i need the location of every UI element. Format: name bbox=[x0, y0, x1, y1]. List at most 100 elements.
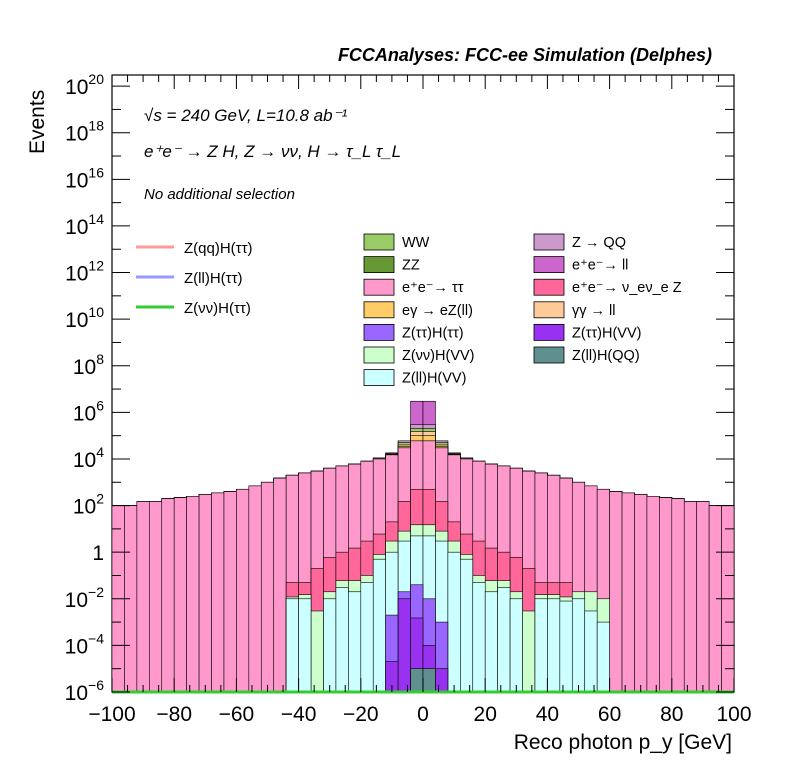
bar-z-ll-h-vv-18 bbox=[335, 587, 349, 693]
bar-e-e-9 bbox=[223, 491, 237, 693]
x-tick-label: 80 bbox=[660, 703, 683, 726]
process-annotation: e⁺e⁻ → Z H, Z → νν, H → τ_L τ_L bbox=[144, 142, 401, 161]
y-tick-label: 10−4 bbox=[65, 630, 105, 658]
legend-label-zz: ZZ bbox=[402, 258, 420, 274]
x-axis-label: Reco photon p_y [GeV] bbox=[514, 731, 732, 754]
bar-z-ll-h-vv-14 bbox=[285, 598, 299, 693]
bar-z-ll-h-vv-29 bbox=[472, 582, 486, 693]
legend-label-z-qq-h: Z(qq)H(ττ) bbox=[184, 240, 253, 257]
y-tick-label: 1 bbox=[92, 542, 104, 565]
bar-e-e-43 bbox=[646, 496, 660, 693]
annotations: √s = 240 GeV, L=10.8 ab⁻¹ e⁺e⁻ → Z H, Z … bbox=[144, 106, 401, 203]
bar-z-ll-h-vv-39 bbox=[596, 621, 610, 693]
bar-z-ll-h-vv-30 bbox=[484, 591, 498, 693]
legend-swatch-z-h bbox=[363, 323, 395, 341]
bar-z-ll-h-qq-25 bbox=[422, 668, 436, 693]
bar-e-e-46 bbox=[683, 501, 697, 693]
legend-swatch-z-ll-h-vv bbox=[363, 369, 395, 387]
bar-z-ll-h-vv-21 bbox=[372, 558, 386, 693]
legend-label-e-ez-ll: eγ → eZ(ll) bbox=[402, 303, 473, 319]
x-tick-label: 60 bbox=[598, 703, 621, 726]
bar-e-e-10 bbox=[236, 488, 250, 693]
y-tick-label: 1016 bbox=[65, 164, 104, 192]
legend-swatch-ll bbox=[533, 301, 565, 319]
bar-z-ll-h-vv-17 bbox=[323, 598, 337, 693]
bar-e-e-40 bbox=[609, 491, 623, 693]
legend-label-z-qq: Z → QQ bbox=[572, 235, 626, 251]
y-tick-label: 10−2 bbox=[65, 584, 105, 612]
y-tick-label: 10−6 bbox=[65, 677, 105, 705]
y-tick-label: 1020 bbox=[65, 71, 104, 99]
legend-label-z-h-vv: Z(ττ)H(VV) bbox=[572, 325, 641, 341]
bar-e-e-7 bbox=[198, 494, 212, 693]
bar-z-h-vv-33 bbox=[522, 610, 536, 693]
legend-swatch-e-ez-ll bbox=[363, 301, 395, 319]
chart-header-title: FCCAnalyses: FCC-ee Simulation (Delphes) bbox=[338, 45, 712, 65]
legend-swatch-e-e-ll bbox=[533, 256, 565, 274]
y-tick-label: 106 bbox=[73, 397, 104, 425]
bar-e-e-12 bbox=[260, 481, 275, 693]
selection-annotation: No additional selection bbox=[144, 186, 295, 203]
bar-z-ll-h-vv-19 bbox=[348, 591, 362, 693]
legend-swatch-z-qq bbox=[533, 233, 565, 251]
legend-label-e-e-e-e-z: e⁺e⁻→ ν_eν_e Z bbox=[572, 280, 682, 296]
bar-z-ll-h-vv-35 bbox=[547, 598, 561, 693]
x-tick-label: −20 bbox=[343, 703, 379, 726]
legend-label-e-e: e⁺e⁻→ ττ bbox=[402, 280, 464, 296]
legend-label-z-ll-h-vv: Z(ll)H(VV) bbox=[402, 371, 466, 387]
legend-swatch-ww bbox=[363, 233, 395, 251]
legend: Z(qq)H(ττ) Z(ll)H(ττ) Z(νν)H(ττ) WW ZZ e⁺e⁻→ … bbox=[136, 233, 682, 387]
bar-z-ll-h-vv-32 bbox=[509, 598, 523, 693]
y-tick-label: 108 bbox=[73, 351, 104, 379]
y-axis-label: Events bbox=[26, 90, 49, 154]
x-tick-label: −60 bbox=[219, 703, 255, 726]
legend-label-ww: WW bbox=[402, 235, 430, 251]
bar-e-e-47 bbox=[696, 501, 710, 693]
legend-swatch-e-e bbox=[363, 278, 395, 296]
bar-e-e-13 bbox=[273, 477, 287, 693]
x-tick-label: 20 bbox=[474, 703, 497, 726]
bar-z-ll-h-vv-20 bbox=[360, 582, 374, 693]
x-tick-label: 0 bbox=[417, 703, 429, 726]
bar-z-ll-h-vv-27 bbox=[447, 551, 461, 693]
bar-e-e-44 bbox=[659, 497, 673, 693]
bar-z-ll-h-vv-34 bbox=[534, 598, 548, 693]
x-tick-label: 40 bbox=[536, 703, 559, 726]
y-tick-label: 102 bbox=[73, 491, 104, 519]
legend-label-ll: γγ → ll bbox=[572, 303, 616, 319]
legend-label-e-e-ll: e⁺e⁻→ ll bbox=[572, 258, 628, 274]
bar-e-e-2 bbox=[136, 501, 150, 693]
bar-e-e-4 bbox=[161, 498, 175, 693]
x-tick-label: −80 bbox=[156, 703, 192, 726]
legend-label-z-h: Z(νν)H(ττ) bbox=[184, 300, 251, 317]
energy-annotation: √s = 240 GeV, L=10.8 ab⁻¹ bbox=[144, 106, 348, 125]
y-tick-label: 1018 bbox=[65, 118, 104, 146]
y-tick-label: 1012 bbox=[65, 258, 104, 286]
bar-z-h-vv-26 bbox=[435, 668, 449, 693]
legend-label-z-ll-h: Z(ll)H(ττ) bbox=[184, 270, 243, 287]
bar-e-e-5 bbox=[173, 497, 187, 693]
legend-swatch-zz bbox=[363, 256, 395, 274]
bar-z-h-vv-16 bbox=[310, 610, 324, 693]
x-tick-label: −100 bbox=[88, 703, 135, 726]
legend-label-z-h-vv: Z(νν)H(VV) bbox=[402, 348, 475, 364]
bar-z-ll-h-vv-15 bbox=[298, 598, 312, 693]
bar-e-e-42 bbox=[634, 494, 648, 693]
y-tick-label: 104 bbox=[73, 444, 104, 472]
legend-swatch-z-h-vv bbox=[363, 346, 395, 364]
axes: −100 −80 −60 −40 −20 0 20 40 60 80 100 1020 1018 1016… bbox=[65, 71, 752, 726]
bar-e-e-45 bbox=[671, 498, 685, 693]
legend-swatch-z-h-vv bbox=[533, 323, 565, 341]
bar-e-e-6 bbox=[186, 496, 200, 693]
bar-e-e-11 bbox=[248, 485, 262, 693]
bar-e-e-8 bbox=[211, 492, 225, 693]
legend-swatch-z-ll-h-qq bbox=[533, 346, 565, 364]
bar-z-ll-h-vv-31 bbox=[497, 587, 511, 693]
bar-z-ll-h-qq-24 bbox=[410, 668, 424, 693]
bar-z-ll-h-vv-28 bbox=[460, 558, 474, 693]
bar-z-h-vv-23 bbox=[397, 598, 411, 693]
x-tick-label: −40 bbox=[281, 703, 317, 726]
stacked-histogram bbox=[111, 400, 735, 693]
bar-z-ll-h-vv-36 bbox=[559, 600, 573, 693]
